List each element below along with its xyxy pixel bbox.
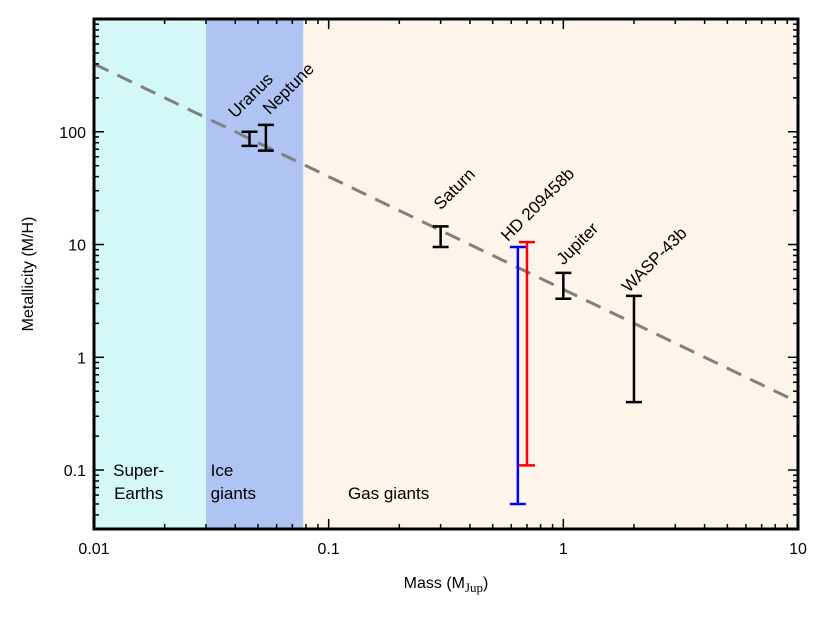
x-tick-label: 0.1 — [318, 541, 340, 558]
region-gas-giants — [303, 19, 798, 529]
error-bar-hd-209458b-blue — [509, 245, 526, 506]
error-bar-uranus — [241, 130, 258, 148]
error-bar-saturn — [432, 225, 449, 249]
region-label-gas-giants: Gas giants — [348, 484, 429, 503]
region-ice-giants — [205, 19, 304, 529]
y-axis-label: Metallicity (M/H) — [20, 217, 37, 332]
error-bar-wasp-43b — [625, 294, 642, 404]
y-tick-label: 1 — [77, 350, 86, 367]
region-label-ice-giants: Ice giants — [211, 461, 256, 503]
x-tick-label: 0.01 — [78, 541, 109, 558]
error-bar-jupiter — [555, 271, 572, 301]
region-label-super-earths: Super-Earths — [113, 461, 164, 503]
tick-labels-layer: 0.01 0.1 1 10 0.1 1 10 100 — [59, 125, 807, 558]
y-tick-label: 0.1 — [64, 463, 86, 480]
y-tick-label: 100 — [59, 125, 86, 142]
x-tick-label: 1 — [559, 541, 568, 558]
regions-layer — [94, 19, 798, 529]
error-bar-neptune — [257, 123, 274, 152]
trend-layer — [93, 62, 799, 404]
region-super-earths — [94, 19, 206, 529]
ticks-layer — [93, 18, 799, 530]
region-labels-layer: Super-Earths Ice giants Gas giants — [113, 461, 429, 503]
points-layer — [241, 123, 642, 506]
y-tick-label: 10 — [68, 238, 86, 255]
trend-line — [93, 62, 799, 404]
error-bar-hd-209458b-red — [518, 240, 535, 467]
x-axis-label-subscript: Jup — [465, 580, 483, 595]
x-axis-label: Mass (MJup) — [404, 575, 489, 595]
plot-frame — [92, 17, 800, 531]
x-tick-label: 10 — [789, 541, 807, 558]
